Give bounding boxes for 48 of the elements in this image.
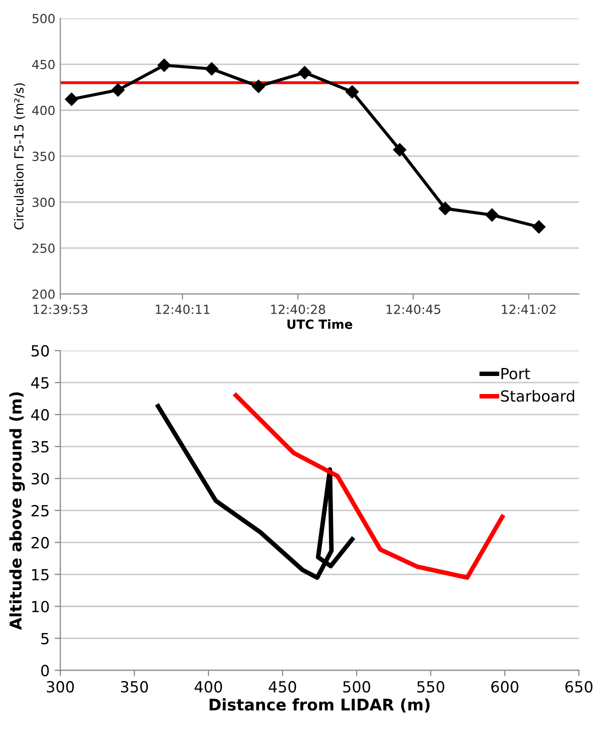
x-axis-title: Distance from LIDAR (m) — [210, 698, 430, 713]
y-tick-label: 350 — [32, 152, 55, 162]
x-axis-title: UTC Time — [287, 319, 352, 329]
x-tick-label: 600 — [491, 681, 518, 693]
x-tick-label: 12:40:28 — [271, 304, 326, 314]
y-tick-label: 200 — [32, 289, 55, 299]
x-tick-label: 12:40:11 — [156, 304, 210, 314]
point — [158, 58, 171, 72]
y-tick-label: 15 — [32, 569, 49, 580]
point — [252, 80, 266, 93]
point — [111, 83, 125, 97]
x-tick-label: 550 — [417, 681, 444, 693]
x-tick-label: 400 — [194, 681, 222, 693]
y-tick-label: 0 — [41, 664, 49, 676]
y-tick-label: 10 — [32, 600, 49, 612]
line-series — [156, 404, 354, 580]
y-tick-label: 45 — [31, 377, 49, 389]
point — [346, 85, 359, 98]
point — [485, 208, 499, 222]
point — [64, 92, 78, 106]
y-tick-label: 500 — [32, 14, 55, 24]
legend-label: Port — [502, 368, 530, 380]
x-tick-label: 650 — [565, 681, 592, 693]
point — [532, 220, 546, 234]
y-tick-label: 300 — [32, 198, 55, 208]
y-tick-label: 20 — [32, 536, 49, 548]
x-tick-label: 12:40:45 — [386, 304, 440, 314]
y-axis-title: Circulation Γ5-15 (m²/s) — [14, 83, 26, 230]
x-tick-label: 12:39:53 — [34, 304, 88, 314]
x-tick-label: 450 — [268, 681, 296, 693]
x-tick-label: 12:41:02 — [502, 304, 556, 314]
legend-label: Starboard — [501, 390, 574, 402]
point — [205, 62, 218, 76]
y-tick-label: 50 — [32, 345, 49, 357]
y-tick-label: 25 — [32, 504, 49, 516]
y-tick-label: 400 — [32, 106, 55, 116]
x-tick-label: 500 — [343, 681, 370, 693]
point — [393, 143, 406, 156]
x-tick-label: 350 — [120, 681, 148, 693]
y-tick-label: 35 — [32, 440, 49, 453]
y-tick-label: 30 — [32, 472, 49, 485]
point — [298, 66, 312, 80]
y-tick-label: 40 — [31, 409, 49, 421]
y-tick-label: 250 — [32, 244, 55, 253]
y-axis-title: Altitude above ground (m) — [9, 392, 25, 630]
point — [438, 202, 452, 216]
y-tick-label: 450 — [32, 60, 55, 70]
y-tick-label: 5 — [41, 633, 49, 644]
